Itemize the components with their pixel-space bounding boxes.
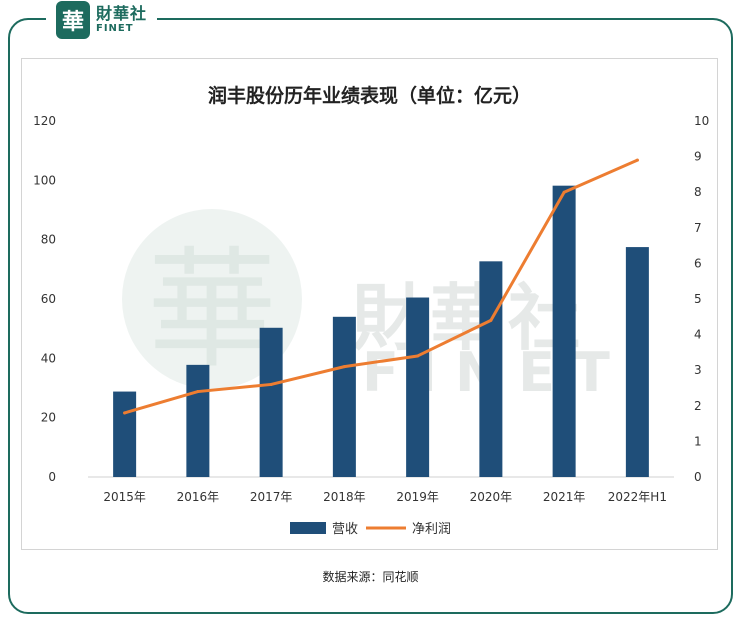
y-left-tick-label: 40 — [41, 351, 56, 365]
y-right-tick-label: 4 — [694, 328, 702, 342]
line-point-net-profit — [562, 190, 566, 194]
line-point-net-profit — [416, 354, 420, 358]
y-right-tick-label: 2 — [694, 399, 702, 413]
y-right-tick-label: 8 — [694, 185, 702, 199]
brand-name-en: FINET — [96, 23, 134, 34]
finet-logo-text: 財華社 FINET — [96, 6, 147, 34]
bar-revenue — [259, 327, 283, 477]
y-right-tick-label: 1 — [694, 434, 702, 448]
line-point-net-profit — [342, 365, 346, 369]
x-tick-label: 2020年 — [470, 490, 513, 504]
x-tick-label: 2019年 — [396, 490, 439, 504]
bar-revenue — [479, 261, 503, 477]
x-tick-label: 2015年 — [103, 490, 146, 504]
y-right-tick-label: 7 — [694, 221, 702, 235]
line-point-net-profit — [123, 411, 127, 415]
bar-revenue — [186, 364, 210, 477]
bar-revenue — [625, 247, 649, 477]
y-left-tick-label: 20 — [41, 411, 56, 425]
y-left-tick-label: 60 — [41, 292, 56, 306]
x-tick-label: 2021年 — [543, 490, 586, 504]
brand-name-cn: 財華社 — [96, 4, 148, 23]
line-point-net-profit — [489, 318, 493, 322]
x-tick-label: 2022年H1 — [608, 490, 667, 504]
x-tick-label: 2018年 — [323, 490, 366, 504]
finet-seal-logo: 華 — [56, 1, 90, 39]
bar-revenue — [406, 297, 430, 477]
legend-label-net-profit: 净利润 — [412, 522, 451, 537]
y-left-tick-label: 100 — [33, 173, 56, 187]
outer-frame — [8, 18, 733, 614]
x-tick-label: 2016年 — [177, 490, 220, 504]
line-point-net-profit — [269, 382, 273, 386]
bar-revenue — [332, 316, 356, 477]
y-right-tick-label: 0 — [694, 470, 702, 484]
y-left-tick-label: 0 — [48, 470, 56, 484]
chart-panel: 華 財華社 FINET 润丰股份历年业绩表现（单位：亿元） 0204060801… — [21, 58, 718, 550]
y-right-tick-label: 6 — [694, 256, 702, 270]
y-left-tick-label: 80 — [41, 233, 56, 247]
y-right-tick-label: 9 — [694, 150, 702, 164]
chart-title: 润丰股份历年业绩表现（单位：亿元） — [207, 85, 531, 107]
line-point-net-profit — [196, 390, 200, 394]
legend-swatch-revenue — [290, 522, 326, 534]
bar-revenue — [552, 185, 576, 477]
line-net-profit — [123, 158, 639, 415]
y-right-tick-label: 10 — [694, 114, 709, 128]
line-point-net-profit — [635, 158, 639, 162]
y-left-tick-label: 120 — [33, 114, 56, 128]
combo-chart: 0 20 40 60 80 100 120 0 1 2 3 4 5 6 7 8 9 10 2015年 2016年 201… — [33, 114, 709, 537]
y-right-tick-label: 5 — [694, 292, 702, 306]
x-tick-label: 2017年 — [250, 490, 293, 504]
bar-revenue — [113, 391, 137, 477]
finet-logo: 華 財華社 FINET — [46, 0, 158, 40]
data-source-note: 数据来源：同花顺 — [322, 570, 419, 584]
watermark-name-cn: 財華社 — [352, 275, 587, 360]
legend-label-revenue: 营收 — [332, 522, 358, 537]
y-right-tick-label: 3 — [694, 363, 702, 377]
